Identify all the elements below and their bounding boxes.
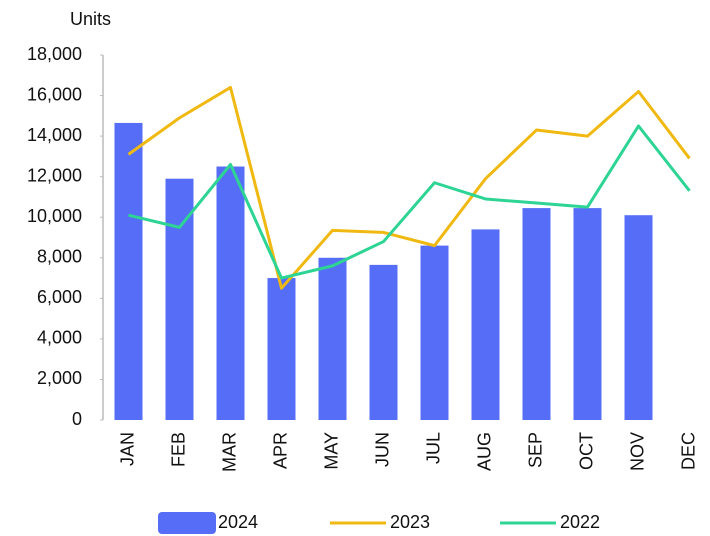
x-tick-label: JUN — [372, 432, 392, 467]
y-axis-label: Units — [70, 9, 111, 29]
x-tick-label: NOV — [627, 432, 647, 471]
bar — [216, 166, 245, 420]
x-tick-label: DEC — [678, 432, 698, 470]
y-tick-label: 0 — [72, 409, 82, 429]
bar — [267, 278, 296, 420]
x-tick-label: JAN — [117, 432, 137, 466]
bar — [114, 122, 143, 421]
x-tick-label: SEP — [525, 432, 545, 468]
bar — [573, 208, 602, 420]
y-tick-label: 10,000 — [27, 206, 82, 226]
y-tick-label: 4,000 — [37, 328, 82, 348]
y-tick-label: 14,000 — [27, 125, 82, 145]
legend-swatch — [158, 512, 216, 534]
x-tick-label: APR — [270, 432, 290, 469]
bar — [165, 178, 194, 420]
line — [128, 124, 691, 280]
line — [127, 85, 691, 290]
y-tick-label: 18,000 — [27, 44, 82, 64]
bar — [318, 257, 347, 420]
x-tick-label: OCT — [576, 432, 596, 470]
legend-label: 2024 — [218, 512, 258, 532]
x-tick-label: MAY — [321, 432, 341, 470]
legend-label: 2022 — [560, 512, 600, 532]
bar — [471, 229, 500, 420]
x-tick-label: FEB — [168, 432, 188, 467]
y-tick-label: 8,000 — [37, 247, 82, 267]
bar — [522, 208, 551, 420]
x-tick-label: MAR — [219, 432, 239, 472]
y-tick-label: 12,000 — [27, 165, 82, 185]
y-tick-label: 6,000 — [37, 287, 82, 307]
bar — [420, 245, 449, 420]
x-tick-label: AUG — [474, 432, 494, 471]
bar — [624, 215, 653, 420]
legend-label: 2023 — [390, 512, 430, 532]
y-tick-label: 2,000 — [37, 368, 82, 388]
bar — [369, 264, 398, 420]
x-tick-label: JUL — [423, 432, 443, 464]
y-tick-label: 16,000 — [27, 84, 82, 104]
